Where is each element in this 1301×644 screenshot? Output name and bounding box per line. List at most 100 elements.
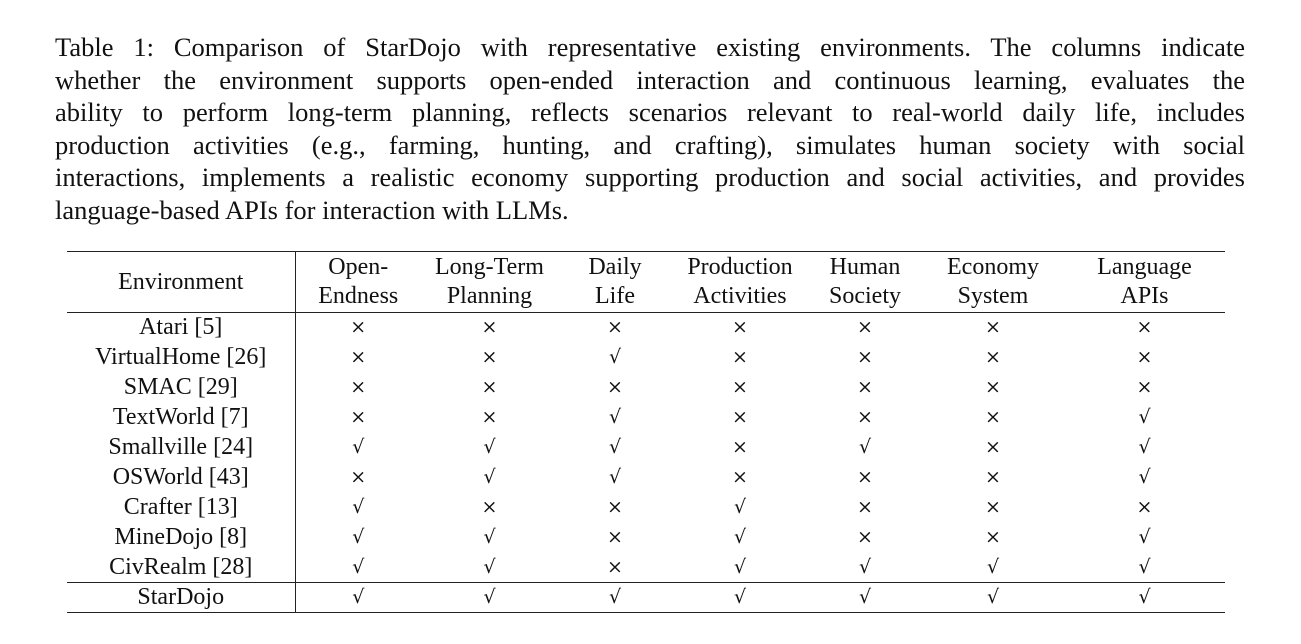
table-row: TextWorld [7] × × √ × × × √ bbox=[67, 402, 1225, 433]
support-mark: × bbox=[732, 406, 748, 428]
environment-name: Atari [5] bbox=[67, 312, 296, 343]
support-mark: × bbox=[1136, 376, 1153, 398]
header-long-term-planning: Long-Term Planning bbox=[421, 251, 558, 313]
support-mark: × bbox=[350, 316, 367, 339]
support-mark: × bbox=[985, 376, 1001, 398]
support-mark: × bbox=[1136, 346, 1153, 368]
support-mark: × bbox=[481, 406, 498, 428]
environment-name: StarDojo bbox=[67, 582, 296, 613]
support-mark: √ bbox=[421, 582, 558, 613]
support-mark: × bbox=[481, 496, 498, 518]
support-mark: × bbox=[985, 526, 1001, 548]
header-line: System bbox=[957, 283, 1029, 309]
table-row: CivRealm [28] √ √ × √ √ √ √ bbox=[67, 552, 1225, 583]
header-line: Language bbox=[1097, 254, 1192, 280]
environment-name: VirtualHome [26] bbox=[67, 342, 296, 373]
table-caption: Table 1: Comparison of StarDojo with rep… bbox=[55, 31, 1245, 227]
support-mark: √ bbox=[922, 582, 1064, 613]
support-mark: √ bbox=[558, 582, 672, 613]
comparison-table: Environment Open- Endness Long-Term Plan… bbox=[67, 251, 1225, 613]
header-language-apis: Language APIs bbox=[1064, 251, 1225, 313]
table-row-stardojo: StarDojo √ √ √ √ √ √ √ bbox=[67, 582, 1225, 613]
support-mark: × bbox=[350, 376, 367, 398]
support-mark: √ bbox=[858, 436, 872, 458]
environment-name: CivRealm [28] bbox=[67, 552, 296, 583]
support-mark: × bbox=[607, 376, 623, 398]
support-mark: √ bbox=[352, 436, 365, 458]
environment-name: Smallville [24] bbox=[67, 432, 296, 463]
header-line: Life bbox=[595, 283, 635, 309]
table-row: VirtualHome [26] × × √ × × × × bbox=[67, 342, 1225, 373]
support-mark: √ bbox=[1138, 466, 1151, 488]
environment-name: Crafter [13] bbox=[67, 492, 296, 523]
caption-line: language-based APIs for interaction with… bbox=[55, 194, 569, 225]
support-mark: √ bbox=[858, 555, 872, 578]
caption-line: whether the environment supports open-en… bbox=[55, 64, 1245, 95]
header-line: Planning bbox=[446, 283, 533, 309]
header-line: APIs bbox=[1120, 283, 1169, 309]
support-mark: √ bbox=[986, 555, 1000, 578]
header-production-activities: Production Activities bbox=[672, 251, 808, 313]
support-mark: × bbox=[350, 406, 367, 428]
header-economy-system: Economy System bbox=[922, 251, 1064, 313]
header-environment: Environment bbox=[67, 251, 296, 313]
support-mark: × bbox=[481, 316, 498, 339]
support-mark: √ bbox=[483, 466, 496, 488]
header-line: Open- bbox=[328, 254, 389, 280]
table-row: OSWorld [43] × √ √ × × × √ bbox=[67, 462, 1225, 493]
support-mark: × bbox=[607, 526, 623, 548]
table-row: Atari [5] × × × × × × × bbox=[67, 312, 1225, 343]
support-mark: × bbox=[350, 346, 367, 368]
support-mark: √ bbox=[608, 466, 622, 488]
environment-name: MineDojo [8] bbox=[67, 522, 296, 553]
support-mark: √ bbox=[1138, 555, 1151, 578]
support-mark: × bbox=[857, 526, 873, 548]
header-open-endness: Open- Endness bbox=[295, 251, 421, 313]
support-mark: × bbox=[857, 406, 873, 428]
support-mark: × bbox=[732, 316, 748, 339]
header-line: Economy bbox=[947, 254, 1039, 280]
support-mark: × bbox=[607, 316, 623, 339]
support-mark: √ bbox=[483, 526, 496, 548]
support-mark: × bbox=[481, 346, 498, 368]
header-line: Endness bbox=[318, 283, 399, 309]
support-mark: √ bbox=[672, 582, 808, 613]
support-mark: × bbox=[985, 316, 1001, 339]
support-mark: √ bbox=[483, 555, 496, 578]
header-line: Daily bbox=[588, 254, 642, 280]
caption-line: ability to perform long-term planning, r… bbox=[55, 97, 1245, 128]
support-mark: √ bbox=[483, 436, 496, 458]
support-mark: × bbox=[607, 496, 623, 518]
support-mark: × bbox=[985, 346, 1001, 368]
support-mark: √ bbox=[733, 496, 747, 518]
header-line: Production bbox=[687, 254, 793, 280]
table-row: MineDojo [8] √ √ × √ × × √ bbox=[67, 522, 1225, 553]
support-mark: √ bbox=[733, 526, 747, 548]
support-mark: × bbox=[732, 376, 748, 398]
caption-line: production activities (e.g., farming, hu… bbox=[55, 129, 1245, 160]
support-mark: √ bbox=[808, 582, 922, 613]
table-row: Crafter [13] √ × × √ × × × bbox=[67, 492, 1225, 523]
environment-name: SMAC [29] bbox=[67, 372, 296, 403]
header-line: Society bbox=[829, 283, 901, 309]
support-mark: √ bbox=[1138, 436, 1151, 458]
header-line: Activities bbox=[693, 283, 787, 309]
table-header-row: Environment Open- Endness Long-Term Plan… bbox=[67, 251, 1225, 313]
support-mark: √ bbox=[1138, 406, 1151, 428]
support-mark: × bbox=[857, 346, 873, 368]
support-mark: √ bbox=[608, 436, 622, 458]
support-mark: √ bbox=[1064, 582, 1225, 613]
table-row: SMAC [29] × × × × × × × bbox=[67, 372, 1225, 403]
support-mark: √ bbox=[352, 496, 365, 518]
support-mark: × bbox=[732, 436, 748, 458]
support-mark: × bbox=[985, 466, 1001, 488]
support-mark: √ bbox=[352, 526, 365, 548]
caption-line: Table 1: Comparison of StarDojo with rep… bbox=[55, 32, 1245, 62]
support-mark: × bbox=[732, 346, 748, 368]
support-mark: × bbox=[857, 376, 873, 398]
support-mark: √ bbox=[352, 555, 365, 578]
support-mark: × bbox=[985, 406, 1001, 428]
environment-name: OSWorld [43] bbox=[67, 462, 296, 493]
support-mark: × bbox=[985, 496, 1001, 518]
support-mark: × bbox=[481, 376, 498, 398]
